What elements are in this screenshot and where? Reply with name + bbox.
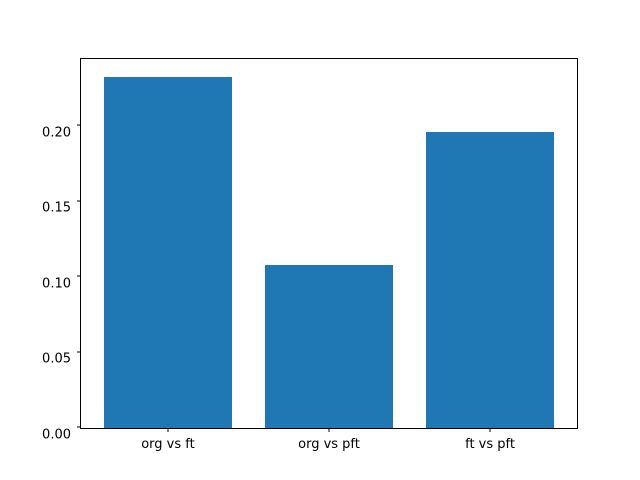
x-tick-mark <box>167 428 169 432</box>
y-tick-label: 0.15 <box>42 200 71 216</box>
y-tick-mark <box>77 275 81 277</box>
y-tick-label: 0.20 <box>42 125 71 141</box>
y-tick-label: 0.05 <box>42 351 71 367</box>
x-tick-label: ft vs pft <box>465 437 515 452</box>
bar-org-vs-pft <box>264 265 394 428</box>
y-tick-label: 0.00 <box>42 427 71 442</box>
bar-org-vs-ft <box>103 76 233 428</box>
x-tick-mark <box>489 428 491 432</box>
y-tick-mark <box>77 426 81 428</box>
bar-ft-vs-pft <box>425 132 555 428</box>
y-tick-label: 0.10 <box>42 276 71 292</box>
x-tick-label: org vs ft <box>141 437 195 452</box>
y-tick-mark <box>77 124 81 126</box>
y-tick-mark <box>77 200 81 202</box>
y-tick-mark <box>77 351 81 353</box>
plot-area: 0.00 0.05 0.10 0.15 0.20 org vs ft org vs pft f… <box>42 58 578 452</box>
x-tick-mark <box>328 428 330 432</box>
x-tick-label: org vs pft <box>298 437 360 452</box>
